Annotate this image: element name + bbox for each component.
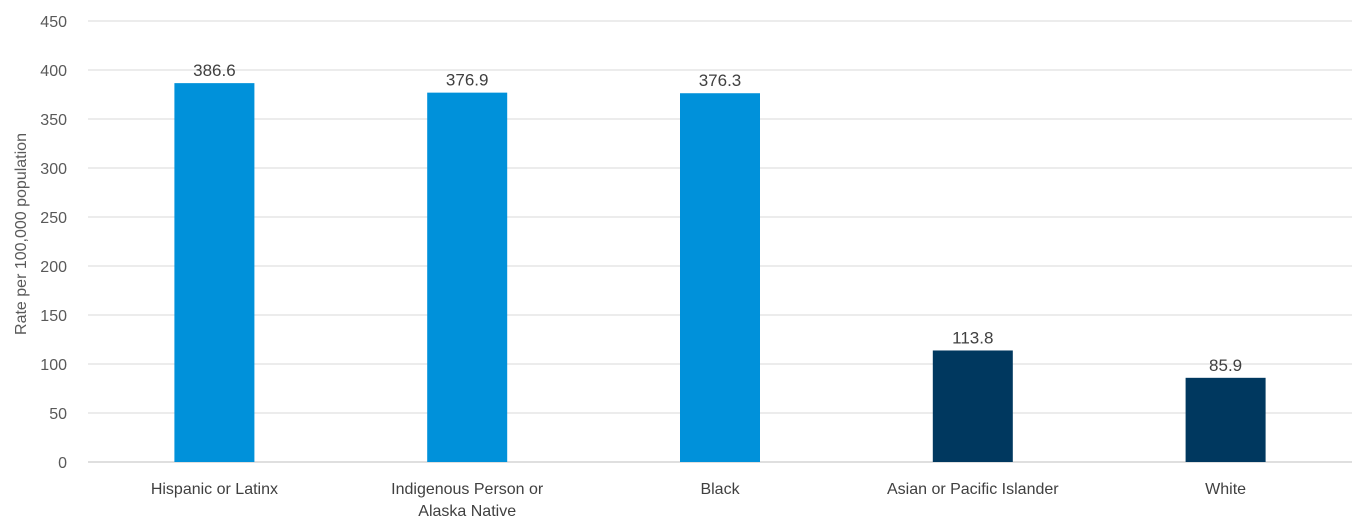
x-category-label: Black [700,481,740,498]
y-axis-title: Rate per 100,000 population [13,133,30,335]
x-category-label: Asian or Pacific Islander [887,481,1059,498]
bar [174,83,255,462]
data-label: 386.6 [193,61,236,80]
bar [680,93,760,462]
bar [1185,377,1266,462]
x-category-label: White [1205,481,1246,498]
y-tick-label: 400 [40,63,67,80]
data-label: 113.8 [952,328,993,347]
x-category-label: Indigenous Person or Alaska Native [391,481,544,519]
data-label: 85.9 [1209,356,1242,375]
y-tick-label: 450 [40,14,67,31]
y-tick-label: 100 [40,357,67,374]
data-label: 376.3 [699,71,742,90]
bar [427,92,508,462]
data-labels: 386.6 376.9 376.3 113.8 85.9 [193,61,1242,375]
data-label: 376.9 [446,71,489,90]
y-tick-label: 50 [49,406,67,423]
x-axis-categories: Hispanic or Latinx Indigenous Person or Al… [151,481,1246,519]
y-tick-label: 350 [40,112,67,129]
bars [174,83,1266,462]
y-tick-label: 0 [58,455,67,472]
y-tick-label: 150 [40,308,67,325]
x-category-label: Hispanic or Latinx [151,481,278,498]
y-tick-label: 200 [40,259,67,276]
y-axis-ticks: 0 50 100 150 200 250 300 350 400 450 [40,14,67,472]
bar [932,350,1013,462]
y-tick-label: 250 [40,210,67,227]
y-tick-label: 300 [40,161,67,178]
